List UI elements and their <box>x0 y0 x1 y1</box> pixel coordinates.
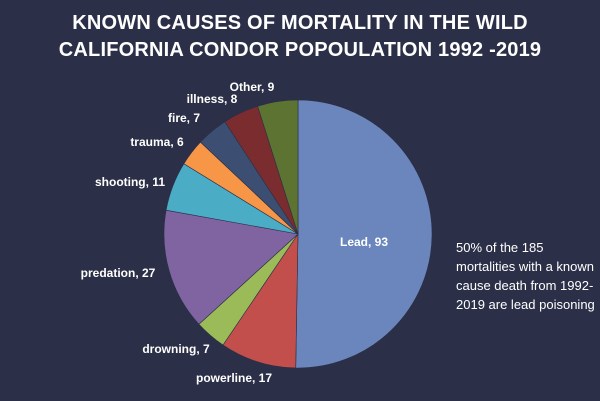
pie-slice-other <box>257 99 299 235</box>
pie-slice-powerline <box>222 232 299 369</box>
data-label-lead: Lead, 93 <box>340 235 388 249</box>
data-label-illness: illness, 8 <box>187 92 238 106</box>
chart-annotation: 50% of the 185 mortalities with a known … <box>456 240 595 312</box>
data-label-fire: fire, 7 <box>168 111 200 125</box>
chart-title: KNOWN CAUSES OF MORTALITY IN THE WILD CA… <box>0 10 600 64</box>
data-label-trauma: trauma, 6 <box>130 135 184 149</box>
data-label-shooting: shooting, 11 <box>95 175 165 189</box>
pie-slice-predation <box>163 209 299 325</box>
data-label-drowning: drowning, 7 <box>142 342 210 356</box>
data-label-predation: predation, 27 <box>81 266 156 280</box>
pie-slice-lead <box>295 99 433 369</box>
data-label-powerline: powerline, 17 <box>196 371 272 385</box>
chart-title-line-1: KNOWN CAUSES OF MORTALITY IN THE WILD <box>72 12 528 34</box>
data-label-other: Other, 9 <box>230 80 275 94</box>
chart-title-line-2: CALIFORNIA CONDOR POPOULATION 1992 -2019 <box>58 39 542 61</box>
